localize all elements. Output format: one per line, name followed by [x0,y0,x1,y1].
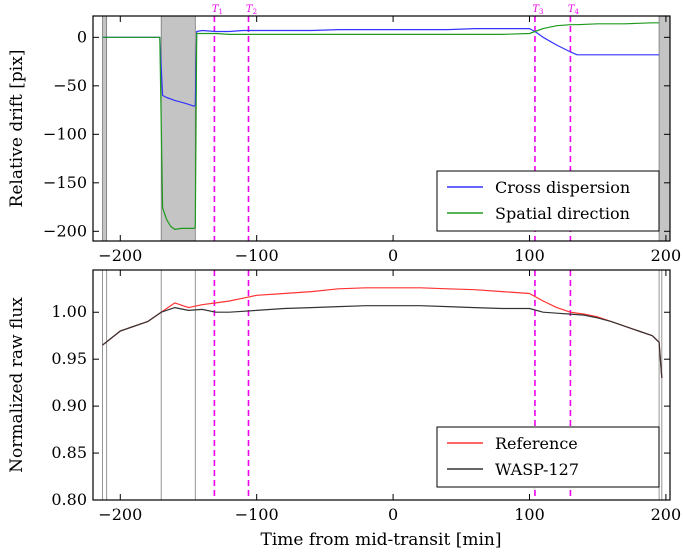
y-tick-label: 0.95 [51,349,87,368]
drift-y-axis-label: Relative drift [pix] [7,50,27,208]
y-tick-label: 1.00 [51,302,87,321]
y-tick-label: 0.80 [51,490,87,509]
y-tick-label: 0.85 [51,443,87,462]
flux-y-axis-label: Normalized raw flux [7,297,27,473]
transit-marker-label: T1 [212,4,223,16]
x-axis-label: Time from mid-transit [min] [261,530,502,550]
transit-marker-label: T2 [246,4,257,16]
legend-box [436,426,660,488]
y-tick-label: −200 [43,221,87,240]
y-tick-label: 0.90 [51,396,87,415]
shaded-region [160,15,196,242]
y-tick-label: −150 [43,173,87,192]
x-tick-label: −100 [235,246,279,265]
x-tick-label: 0 [388,246,398,265]
flux-panel: −200 −100 0 100 200 0.80 0.85 0.90 0.95 1.00 Refe… [7,269,682,550]
y-tick-label: −100 [43,124,87,143]
series-line-reference [102,287,663,379]
x-tick-label: 100 [514,505,545,524]
x-tick-label: 0 [388,505,398,524]
transit-marker-label: T4 [568,4,580,16]
x-tick-label: −100 [235,505,279,524]
series-line-spatial-direction [102,22,660,230]
flux-plot-frame [92,269,671,501]
y-tick-label: 0 [77,27,87,46]
transit-marker-label: T3 [532,4,543,16]
drift-plot-frame [92,15,671,242]
drift-panel: T1 T2 T3 T4 −200 −100 0 100 200 0 −50 −100 −150 −200… [7,4,681,265]
legend-label: Reference [495,434,578,453]
y-tick-label: −50 [53,76,87,95]
series-line-wasp-127 [102,305,663,379]
x-tick-label: 200 [651,246,682,265]
x-tick-label: −200 [98,246,142,265]
x-tick-label: −200 [98,505,142,524]
series-line-cross-dispersion [102,28,660,107]
shaded-region [102,15,108,242]
legend-label: Spatial direction [495,204,630,223]
legend-label: WASP-127 [495,460,579,479]
legend-label: Cross dispersion [495,178,630,197]
legend-box [436,170,660,232]
shaded-region [658,15,671,242]
x-tick-label: 200 [651,505,682,524]
x-tick-label: 100 [514,246,545,265]
